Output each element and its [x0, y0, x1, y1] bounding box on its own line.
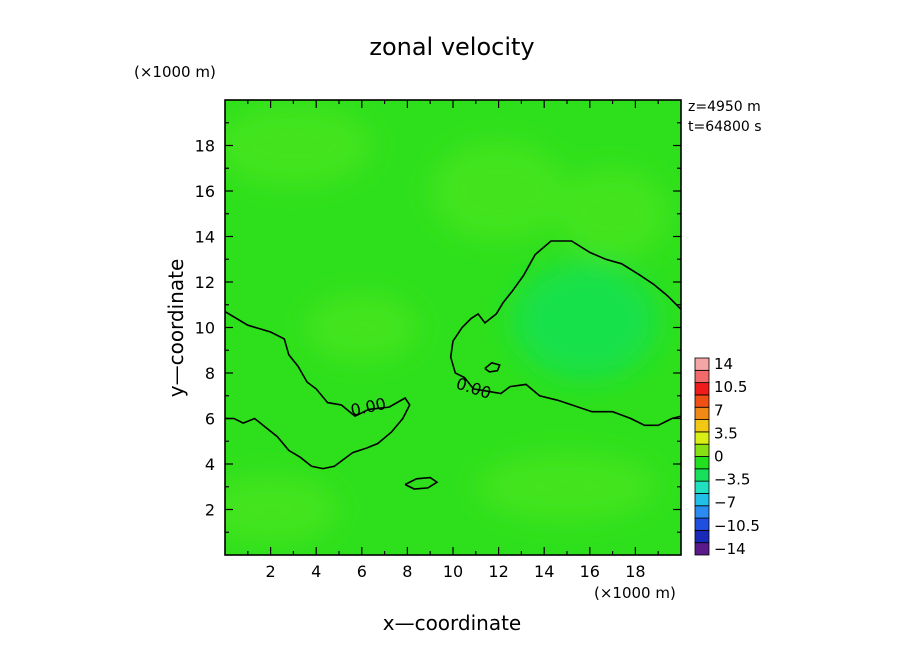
colorbar-label-6: −7 [714, 494, 736, 512]
y-tick-label-14: 14 [195, 228, 215, 247]
x-tick-label-2: 2 [266, 562, 276, 581]
colorbar-swatch-10 [694, 419, 710, 433]
colorbar-swatch-3 [694, 505, 710, 519]
colorbar [694, 357, 710, 556]
negative-region [512, 261, 659, 380]
colorbar-swatch-8 [694, 443, 710, 457]
y-tick-label-10: 10 [195, 319, 215, 338]
x-unit-label: (×1000 m) [594, 584, 676, 602]
x-tick-label-14: 14 [534, 562, 554, 581]
time-info: t=64800 s [688, 119, 762, 135]
colorbar-label-2: 7 [714, 401, 724, 419]
z-level-info: z=4950 m [688, 99, 761, 115]
x-axis-label: x—coordinate [383, 611, 522, 635]
y-tick-label-16: 16 [195, 182, 215, 201]
contour-line-0 [225, 310, 411, 470]
colorbar-swatch-9 [694, 431, 710, 445]
x-tick-label-18: 18 [625, 562, 645, 581]
colorbar-swatch-15 [694, 357, 710, 371]
contour-line-3 [404, 476, 439, 490]
field-patch-1 [430, 140, 567, 242]
axis-tick-labels: 2 4 6 8 10 12 14 16 18 2 4 6 8 10 12 14 16 18 [195, 137, 646, 582]
y-tick-label-8: 8 [205, 364, 215, 383]
field-patch-4 [475, 452, 659, 521]
colorbar-swatch-7 [694, 456, 710, 470]
y-axis-label: y—coordinate [164, 259, 188, 398]
field-patch-2 [555, 168, 670, 260]
colorbar-swatch-12 [694, 394, 710, 408]
contour-line-1 [449, 240, 681, 427]
colorbar-swatch-5 [694, 480, 710, 494]
field-patch-0 [225, 104, 374, 187]
colorbar-swatch-4 [694, 493, 710, 507]
colorbar-label-8: −14 [714, 540, 746, 558]
y-unit-label: (×1000 m) [134, 63, 216, 81]
colorbar-label-0: 14 [714, 355, 733, 373]
colorbar-swatch-0 [694, 542, 710, 556]
field-patches [225, 104, 670, 544]
y-tick-label-18: 18 [195, 137, 215, 156]
x-tick-label-4: 4 [311, 562, 321, 581]
colorbar-label-4: 0 [714, 448, 724, 466]
colorbar-swatch-2 [694, 517, 710, 531]
colorbar-swatch-1 [694, 529, 710, 544]
velocity-field [225, 100, 681, 555]
field-patch-3 [304, 293, 419, 362]
contour-line-2 [484, 361, 501, 373]
y-tick-label-6: 6 [205, 410, 215, 429]
chart-title: zonal velocity [369, 33, 534, 61]
colorbar-label-3: 3.5 [714, 424, 738, 442]
axis-ticks [225, 100, 681, 555]
x-tick-label-8: 8 [402, 562, 412, 581]
y-tick-label-4: 4 [205, 455, 215, 474]
colorbar-labels: 14 10.5 7 3.5 0 −3.5 −7 −10.5 −14 [714, 355, 760, 558]
field-patch-5 [225, 475, 339, 544]
x-tick-label-16: 16 [580, 562, 600, 581]
colorbar-swatch-14 [694, 369, 710, 384]
colorbar-label-1: 10.5 [714, 378, 747, 396]
colorbar-swatch-6 [694, 468, 710, 482]
contour-lines [225, 240, 681, 490]
x-tick-label-12: 12 [488, 562, 508, 581]
colorbar-swatch-13 [694, 382, 710, 396]
x-tick-label-10: 10 [443, 562, 463, 581]
colorbar-label-7: −10.5 [714, 517, 760, 535]
y-tick-label-12: 12 [195, 273, 215, 292]
colorbar-swatch-11 [694, 406, 710, 420]
x-tick-label-6: 6 [357, 562, 367, 581]
colorbar-label-5: −3.5 [714, 471, 750, 489]
y-tick-label-2: 2 [205, 501, 215, 520]
